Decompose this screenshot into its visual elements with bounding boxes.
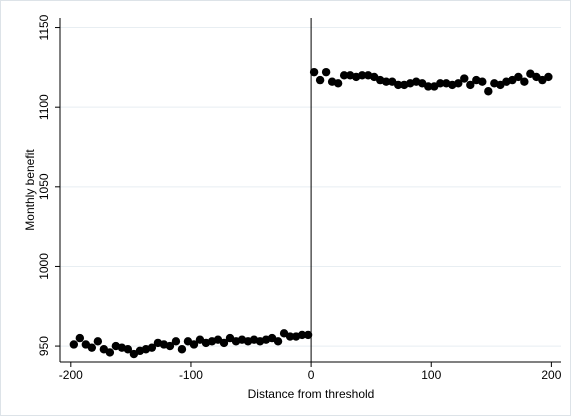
y-axis-label: Monthly benefit — [23, 149, 37, 231]
point — [297, 330, 307, 340]
point — [478, 77, 487, 86]
x-tick-label: -200 — [59, 368, 83, 382]
point — [436, 79, 445, 88]
y-tick-label: 1150 — [37, 14, 51, 40]
y-tick-label: 1100 — [37, 94, 51, 120]
point — [520, 77, 529, 86]
point — [333, 79, 343, 88]
point — [93, 337, 103, 346]
point — [219, 338, 229, 348]
point — [309, 67, 319, 77]
x-tick-label: -100 — [179, 368, 203, 382]
y-tick-label: 950 — [37, 336, 51, 356]
point — [165, 341, 175, 351]
point — [321, 67, 331, 77]
point — [69, 340, 79, 349]
point — [303, 330, 313, 340]
point — [75, 333, 85, 343]
x-tick-label: 200 — [541, 368, 561, 382]
point — [466, 80, 475, 90]
point — [381, 77, 391, 86]
point — [484, 87, 493, 96]
point — [544, 72, 553, 82]
point — [285, 332, 295, 341]
point — [339, 71, 349, 80]
point — [454, 79, 463, 88]
y-tick-label: 1000 — [37, 253, 51, 280]
point — [105, 348, 115, 357]
point — [177, 345, 187, 354]
point — [123, 345, 133, 354]
point — [147, 343, 157, 352]
point — [424, 82, 433, 91]
point — [87, 343, 97, 352]
point — [273, 337, 283, 346]
x-tick-label: 100 — [421, 368, 441, 382]
point — [357, 71, 367, 80]
y-tick-label: 1050 — [37, 173, 51, 200]
point — [460, 74, 469, 83]
point — [514, 72, 523, 82]
point — [315, 75, 325, 85]
x-axis-label: Distance from threshold — [248, 387, 375, 401]
point — [171, 337, 181, 346]
x-tick-label: 0 — [308, 368, 315, 382]
point — [394, 80, 403, 90]
point — [189, 340, 199, 349]
